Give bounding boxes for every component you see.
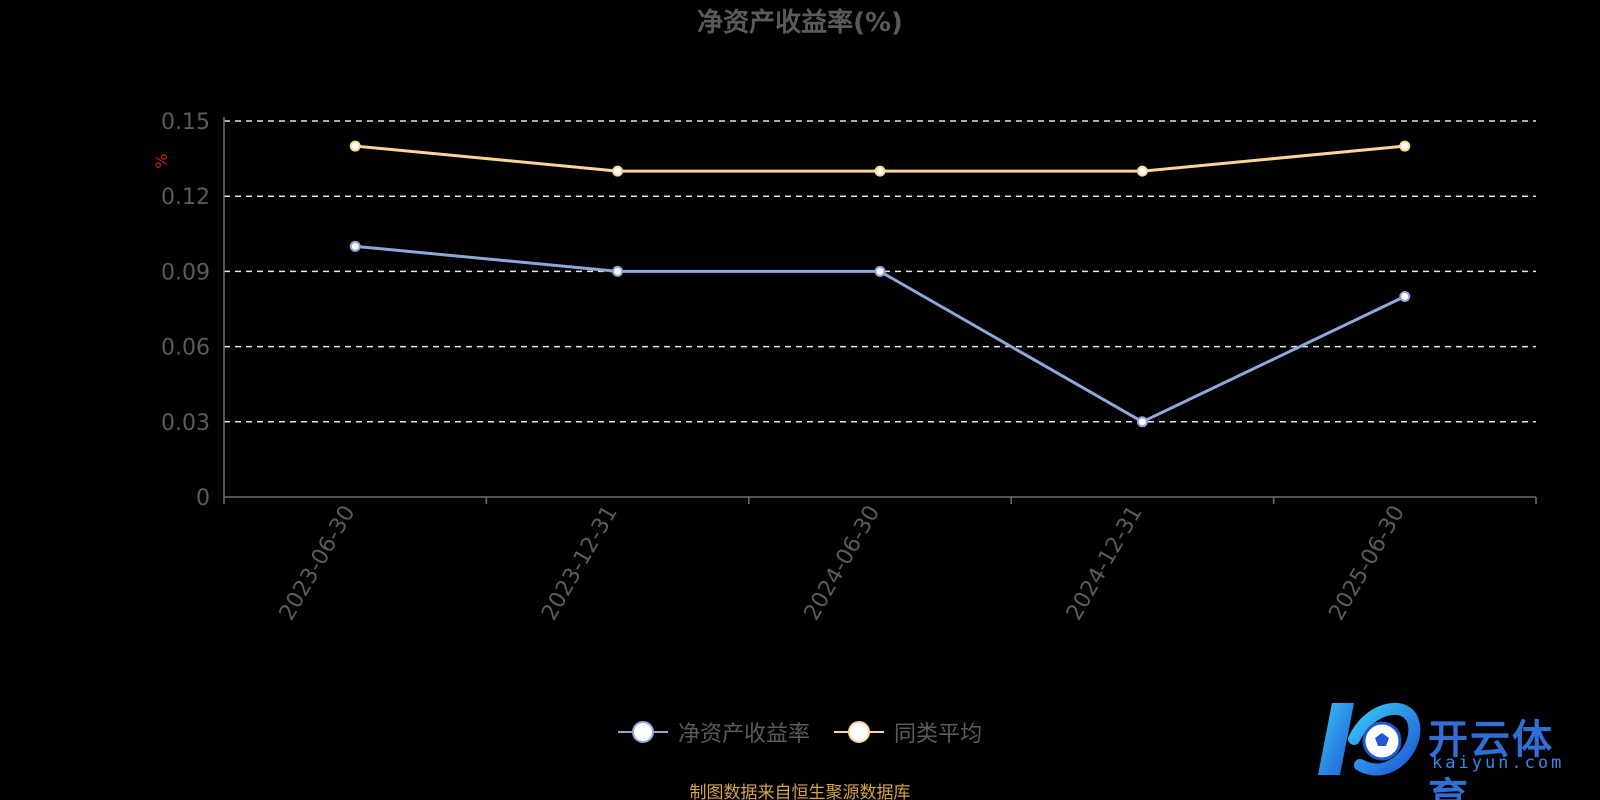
data-point-series-0-3 xyxy=(1136,416,1148,428)
watermark-site-text: kaiyun.com xyxy=(1432,753,1565,773)
y-axis-unit-label: % xyxy=(152,153,171,168)
data-point-series-0-2 xyxy=(874,265,886,277)
axis-layer: 0 0.03 0.06 0.09 0.12 0.15 2023-06-30 2023-12-3… xyxy=(161,110,1537,625)
watermark-brand-text: 开云体育 xyxy=(1428,717,1554,800)
line-chart: 0 0.03 0.06 0.09 0.12 0.15 2023-06-30 2023-12-3… xyxy=(152,110,1537,625)
series-layer xyxy=(349,140,1411,428)
y-tick-label-5: 0.15 xyxy=(161,110,210,135)
legend-label-peer-average: 同类平均 xyxy=(894,722,983,747)
legend-item-peer-average[interactable]: 同类平均 xyxy=(834,716,982,748)
kaiyun-logo-icon xyxy=(1318,703,1421,776)
y-tick-label-4: 0.12 xyxy=(161,185,210,210)
legend-item-roe[interactable]: 净资产收益率 xyxy=(617,716,810,748)
legend-swatch-roe xyxy=(617,720,668,744)
chart-title: 净资产收益率(%) xyxy=(697,8,903,38)
y-tick-label-0: 0 xyxy=(196,486,210,511)
y-tick-label-3: 0.09 xyxy=(161,260,210,285)
data-point-series-1-3 xyxy=(1136,165,1148,177)
legend: 净资产收益率 同类平均 xyxy=(0,716,1600,748)
x-tick-label-0: 2023-06-30 xyxy=(275,502,361,625)
data-point-series-0-4 xyxy=(1399,290,1411,302)
y-tick-label-1: 0.03 xyxy=(161,411,210,436)
x-tick-label-2: 2024-06-30 xyxy=(800,502,886,625)
x-tick-label-4: 2025-06-30 xyxy=(1324,502,1410,625)
kaiyun-watermark-logo: 开云体育 kaiyun.com xyxy=(1310,695,1590,800)
data-point-series-1-2 xyxy=(874,165,886,177)
data-point-series-0-1 xyxy=(612,265,624,277)
data-source-note: 制图数据来自恒生聚源数据库 xyxy=(689,783,911,800)
y-tick-label-2: 0.06 xyxy=(161,336,210,361)
data-point-series-1-1 xyxy=(612,165,624,177)
x-tick-label-3: 2024-12-31 xyxy=(1062,502,1148,625)
data-point-series-0-0 xyxy=(349,240,361,252)
data-point-series-1-4 xyxy=(1399,140,1411,152)
grid-layer xyxy=(224,120,1536,423)
legend-dot-peer-average xyxy=(848,721,870,743)
data-point-series-1-0 xyxy=(349,140,361,152)
legend-swatch-peer-average xyxy=(834,720,884,744)
x-tick-label-1: 2023-12-31 xyxy=(537,502,623,625)
legend-label-roe: 净资产收益率 xyxy=(677,722,810,747)
legend-dot-roe xyxy=(631,721,654,743)
